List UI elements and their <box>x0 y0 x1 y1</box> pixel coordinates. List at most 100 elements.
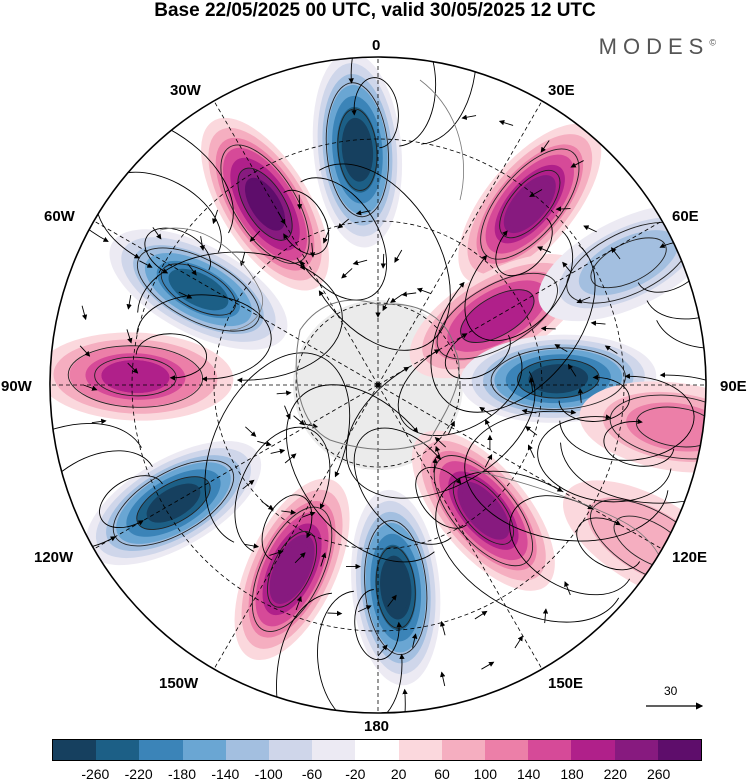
wind-arrow <box>355 210 371 216</box>
anomaly-level <box>344 123 371 177</box>
wind-arrow <box>296 257 305 271</box>
wind-arrow <box>296 194 303 210</box>
streamline <box>354 589 402 661</box>
colorbar-swatch <box>269 740 313 760</box>
wind-arrow <box>377 644 388 657</box>
colorbar-tick-label: -260 <box>81 766 110 782</box>
colorbar-tick-label: 220 <box>603 766 628 782</box>
streamline <box>646 222 706 320</box>
wind-arrow <box>529 189 543 197</box>
colorbar-tick-label: 60 <box>434 766 450 782</box>
wind-arrow <box>590 320 606 326</box>
wind-arrow <box>434 436 447 448</box>
wind-arrow <box>178 291 193 299</box>
colorbar-swatch <box>571 740 615 760</box>
streamline <box>135 333 207 381</box>
wind-arrow <box>542 608 549 624</box>
wind-arrow <box>239 251 246 267</box>
wind-arrow <box>562 261 573 274</box>
wind-arrow <box>583 225 597 233</box>
negative-anomaly-center <box>312 57 403 248</box>
lon-label-120e: 120E <box>672 549 708 566</box>
negative-anomaly-center <box>109 229 288 350</box>
streamline <box>347 57 478 145</box>
wind-arrow <box>576 296 591 304</box>
lon-label-180: 180 <box>364 718 390 735</box>
wind-arrow <box>322 229 330 244</box>
lon-label-60e: 60E <box>672 208 699 225</box>
colorbar-tick-label: -100 <box>254 766 283 782</box>
colorbar-tick-label: 20 <box>390 766 407 782</box>
colorbar-swatch <box>485 740 529 760</box>
wind-arrow <box>390 294 403 303</box>
colorbar-swatch <box>53 740 97 760</box>
anomaly-level <box>508 180 552 228</box>
meridian-line <box>377 100 543 386</box>
wind-arrow <box>440 671 446 687</box>
wind-arrow <box>199 236 205 251</box>
streamline <box>286 384 435 563</box>
wind-arrow <box>555 206 571 212</box>
map-border <box>49 56 707 714</box>
lon-label-0: 0 <box>372 37 381 54</box>
wind-arrow <box>521 408 537 414</box>
meridian-line <box>377 220 663 386</box>
wind-arrow <box>284 405 291 420</box>
streamline <box>495 217 553 277</box>
wind-arrow <box>139 260 153 268</box>
colorbar-tick-label: 260 <box>646 766 671 782</box>
latitude-circle <box>295 302 461 468</box>
streamline <box>537 414 672 503</box>
wind-arrow <box>435 445 442 461</box>
wind-arrow <box>244 543 260 549</box>
streamline <box>576 517 641 571</box>
streamline <box>99 475 163 528</box>
modes-logo: MODES© <box>598 34 716 59</box>
wind-arrow <box>341 268 353 279</box>
wind-arrow <box>537 246 551 253</box>
anomaly-level <box>246 180 284 229</box>
colorbar-swatch <box>441 740 486 760</box>
wind-arrow <box>83 384 98 391</box>
wind-arrow <box>577 387 584 403</box>
wind-arrow <box>387 594 397 607</box>
streamline <box>603 418 675 467</box>
positive-anomaly-center <box>50 332 234 421</box>
wind-arrow <box>294 552 306 564</box>
streamline <box>464 230 574 342</box>
wind-arrow <box>380 253 387 269</box>
wind-arrow <box>257 440 272 447</box>
wind-arrow <box>567 363 577 377</box>
streamline <box>559 373 695 461</box>
streamline <box>144 227 211 274</box>
streamline <box>353 427 452 545</box>
lon-label-60w: 60W <box>44 208 75 225</box>
wind-arrow <box>91 418 107 425</box>
wind-arrow <box>412 633 418 648</box>
wind-arrow <box>79 345 91 357</box>
wind-arrow <box>81 305 88 321</box>
wind-arrow <box>564 581 571 596</box>
wind-arrow <box>212 209 218 225</box>
wind-arrow <box>479 406 492 416</box>
colorbar-tick-label: 180 <box>560 766 584 782</box>
negative-anomaly-center <box>85 441 262 566</box>
streamline <box>656 202 706 349</box>
colorbar-swatch <box>528 740 572 760</box>
anomaly-level <box>631 405 706 449</box>
colorbar <box>52 739 702 761</box>
anomaly-level <box>171 270 226 309</box>
streamline <box>560 372 706 504</box>
colorbar-swatch <box>225 740 270 760</box>
wind-arrow <box>394 249 403 263</box>
vector-scale-arrow <box>646 702 704 710</box>
wind-arrow <box>242 479 255 490</box>
wind-arrow <box>474 610 488 620</box>
lon-label-90w: 90W <box>1 378 32 395</box>
streamline <box>351 77 399 149</box>
wind-arrow <box>249 230 261 242</box>
streamline <box>348 57 437 147</box>
anomaly-level <box>469 295 526 337</box>
wind-arrow <box>484 454 493 468</box>
